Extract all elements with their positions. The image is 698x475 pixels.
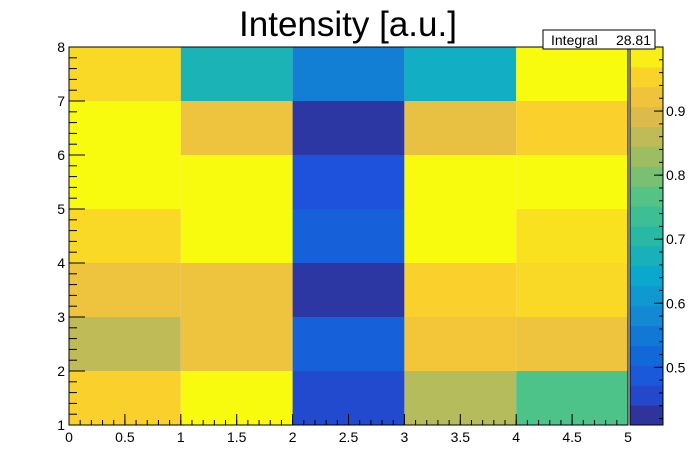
x-tick-label-1: 0.5 — [115, 429, 135, 445]
stats-box-frame — [542, 29, 656, 50]
stats-box: Integral 28.81 — [542, 29, 656, 50]
heatmap-cell-r5-c3 — [404, 101, 517, 155]
colorbar-segment-11 — [630, 186, 663, 207]
x-tick-label-10: 5 — [624, 429, 632, 445]
heatmap-cell-r3-c0 — [69, 209, 181, 263]
heatmap-cell-r4-c0 — [69, 155, 181, 209]
heatmap-cell-r4-c3 — [404, 155, 517, 209]
colorbar-segment-7 — [630, 265, 663, 287]
x-tick-label-2: 1 — [177, 429, 185, 445]
colorbar-segment-18 — [630, 47, 663, 68]
x-tick-label-7: 3.5 — [451, 429, 471, 445]
y-axis: 1 2 3 4 5 6 7 8 — [57, 39, 85, 433]
heatmap-cell-r6-c1 — [180, 47, 293, 101]
heatmap-cell-r2-c3 — [404, 263, 517, 317]
colorbar-segment-6 — [630, 285, 663, 307]
x-tick-label-5: 2.5 — [339, 429, 359, 445]
heatmap-cell-r1-c0 — [69, 317, 181, 371]
heatmap-cell-r2-c0 — [69, 263, 181, 317]
colorbar-segment-13 — [630, 146, 663, 167]
x-tick-label-8: 4 — [512, 429, 520, 445]
heatmap-cell-r6-c3 — [404, 47, 517, 101]
heatmap-cell-r6-c4 — [516, 47, 628, 101]
stats-value: 28.81 — [616, 32, 651, 48]
y-tick-label-5: 6 — [57, 147, 65, 163]
colorbar-tick-label-0: 0.5 — [666, 359, 686, 375]
heatmap-cell-r3-c3 — [404, 209, 517, 263]
colorbar-segment-1 — [630, 385, 663, 406]
x-tick-label-6: 3 — [401, 429, 409, 445]
colorbar-segment-8 — [630, 245, 663, 267]
colorbar-segment-14 — [630, 126, 663, 147]
colorbar-segment-0 — [630, 405, 663, 426]
colorbar-segment-4 — [630, 325, 663, 346]
heatmap-cell-r4-c4 — [516, 155, 628, 209]
colorbar-tick-label-2: 0.7 — [666, 231, 686, 247]
heatmap-cell-r6-c2 — [292, 47, 405, 101]
colorbar-segment-12 — [630, 166, 663, 187]
colorbar-segment-15 — [630, 106, 663, 128]
colorbar-segment-10 — [630, 206, 663, 227]
y-tick-label-1: 2 — [57, 363, 65, 379]
colorbar-segment-3 — [630, 345, 663, 366]
colorbar-tick-label-4: 0.9 — [666, 103, 686, 119]
heatmap-cell-r1-c1 — [180, 317, 293, 371]
y-tick-label-6: 7 — [57, 93, 65, 109]
colorbar-segment-2 — [630, 365, 663, 386]
heatmap-cell-r3-c1 — [180, 209, 293, 263]
colorbar: 0.5 0.6 0.7 0.8 0.9 — [629, 46, 686, 426]
colorbar-tick-label-3: 0.8 — [666, 167, 686, 183]
heatmap-cell-r5-c2 — [292, 101, 405, 155]
x-axis: 0 0.5 1 1.5 2 2.5 3 3.5 4 4.5 5 — [65, 414, 632, 445]
heatmap-cells — [69, 47, 628, 425]
heatmap-cell-r6-c0 — [69, 47, 181, 101]
colorbar-segment-9 — [630, 226, 663, 247]
colorbar-segment-17 — [630, 66, 663, 88]
heatmap-cell-r4-c2 — [292, 155, 405, 209]
y-tick-label-0: 1 — [57, 417, 65, 433]
chart-title: Intensity [a.u.] — [239, 5, 457, 44]
heatmap-cell-r3-c2 — [292, 209, 405, 263]
y-tick-label-7: 8 — [57, 39, 65, 55]
heatmap-cell-r5-c0 — [69, 101, 181, 155]
heatmap-cell-r5-c1 — [180, 101, 293, 155]
y-tick-label-3: 4 — [57, 255, 65, 271]
y-tick-label-2: 3 — [57, 309, 65, 325]
heatmap-cell-r1-c2 — [292, 317, 405, 371]
x-tick-label-3: 1.5 — [227, 429, 247, 445]
heatmap-cell-r4-c1 — [180, 155, 293, 209]
colorbar-segment-5 — [630, 305, 663, 327]
heatmap-cell-r1-c4 — [516, 317, 628, 371]
colorbar-tick-label-1: 0.6 — [666, 295, 686, 311]
heatmap-cell-r5-c4 — [516, 101, 628, 155]
heatmap-cell-r2-c2 — [292, 263, 405, 317]
x-tick-label-9: 4.5 — [562, 429, 582, 445]
y-tick-label-4: 5 — [57, 201, 65, 217]
stats-label: Integral — [551, 32, 598, 48]
heatmap-cell-r1-c3 — [404, 317, 517, 371]
x-tick-label-4: 2 — [289, 429, 297, 445]
heatmap-cell-r2-c1 — [180, 263, 293, 317]
heatmap-cell-r3-c4 — [516, 209, 628, 263]
x-tick-label-0: 0 — [65, 429, 73, 445]
heatmap-cell-r2-c4 — [516, 263, 628, 317]
colorbar-segment-16 — [630, 86, 663, 108]
